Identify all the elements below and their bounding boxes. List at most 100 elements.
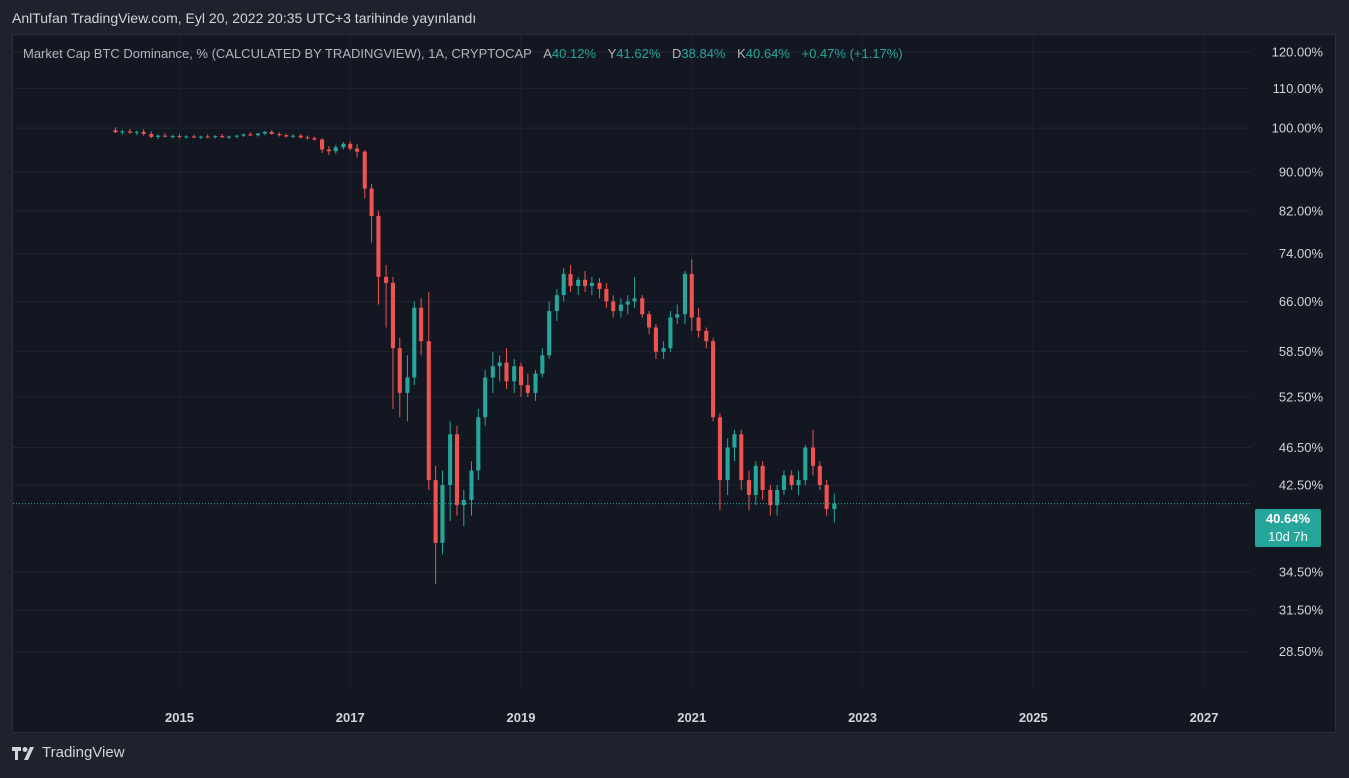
y-tick-label: 58.50%: [1279, 344, 1324, 359]
candle-body: [454, 434, 460, 506]
candle-body: [305, 137, 310, 139]
close-label: K: [737, 46, 746, 61]
candle-body: [589, 282, 594, 286]
candle-body: [234, 135, 239, 137]
candle-body: [405, 377, 410, 393]
footer-branding[interactable]: TradingView: [12, 744, 125, 761]
candle-body: [284, 135, 289, 137]
candle-body: [604, 288, 609, 302]
candle-body: [832, 503, 837, 510]
y-tick-label: 120.00%: [1272, 45, 1324, 60]
symbol-description[interactable]: Market Cap BTC Dominance, % (CALCULATED …: [23, 46, 532, 61]
candle-body: [533, 373, 538, 393]
candle-body: [653, 327, 658, 352]
low-label: D: [672, 46, 682, 61]
x-tick-label: 2017: [336, 710, 365, 725]
candle-body: [568, 273, 573, 286]
candle-body: [290, 135, 296, 137]
candle-body: [739, 434, 744, 481]
candle-body: [426, 341, 431, 481]
candle-body: [277, 133, 282, 136]
candle-body: [625, 301, 630, 305]
y-tick-label: 34.50%: [1279, 565, 1324, 580]
candle-body: [554, 295, 559, 311]
candle-body: [461, 500, 466, 506]
brand-name: TradingView: [42, 744, 125, 761]
x-tick-label: 2015: [165, 710, 194, 725]
candle-body: [781, 475, 787, 490]
candle-body: [490, 366, 495, 378]
candle-body: [226, 136, 232, 138]
candle-body: [113, 130, 118, 133]
candle-body: [162, 135, 168, 137]
candle-body: [518, 366, 524, 386]
candlestick-chart[interactable]: 120.00% 110.00% 100.00% 90.00% 82.00% 74.00% 6…: [13, 35, 1335, 732]
chart-legend: Market Cap BTC Dominance, % (CALCULATED …: [23, 46, 903, 61]
candle-body: [149, 133, 154, 137]
candle-body: [597, 282, 602, 289]
y-tick-label: 110.00%: [1273, 81, 1324, 96]
candle-body: [412, 307, 417, 378]
published-line: AnlTufan TradingView.com, Eyl 20, 2022 2…: [12, 10, 477, 26]
candle-body: [198, 136, 203, 138]
candle-body: [348, 143, 353, 149]
y-tick-label: 42.50%: [1279, 478, 1324, 493]
candle-body: [682, 273, 687, 315]
candle-body: [803, 447, 808, 481]
candle-body: [717, 417, 722, 481]
candle-body: [810, 447, 816, 466]
candle-body: [384, 276, 389, 283]
y-tick-label: 52.50%: [1279, 389, 1324, 404]
candle-body: [320, 139, 325, 150]
y-tick-label: 90.00%: [1279, 165, 1324, 180]
candle-body: [753, 465, 758, 495]
candle-body: [419, 307, 424, 342]
candle-body: [177, 136, 182, 138]
last-price-badge: 40.64% 10d 7h: [1255, 509, 1321, 547]
candle-body: [675, 314, 680, 318]
candle-body: [469, 470, 474, 501]
open-value: 40.12%: [551, 46, 596, 61]
y-tick-label: 28.50%: [1279, 644, 1324, 659]
candle-body: [711, 341, 716, 418]
candle-body: [704, 330, 709, 342]
candle-body: [824, 485, 829, 510]
candle-body: [127, 131, 133, 133]
candle-body: [611, 301, 616, 311]
candle-body: [576, 279, 581, 286]
candle-body: [184, 136, 189, 138]
candle-body: [732, 434, 737, 448]
x-tick-label: 2025: [1019, 710, 1048, 725]
candle-body: [213, 136, 218, 138]
candle-body: [483, 377, 488, 418]
candle-body: [376, 215, 381, 277]
candle-body: [355, 148, 360, 152]
candle-body: [746, 480, 752, 495]
candle-body: [341, 143, 346, 148]
candle-body: [448, 434, 453, 486]
candle-body: [362, 151, 367, 189]
candle-body: [668, 317, 673, 349]
candle-body: [141, 131, 146, 134]
candle-body: [476, 417, 481, 471]
open-label: A: [543, 46, 552, 61]
last-price-value: 40.64%: [1265, 511, 1311, 526]
candle-body: [547, 310, 552, 356]
x-tick-label: 2019: [507, 710, 536, 725]
candle-body: [156, 135, 161, 137]
candle-body: [262, 131, 267, 134]
candle-body: [618, 304, 623, 311]
candle-body: [760, 465, 765, 490]
candle-body: [312, 138, 317, 140]
candle-body: [525, 385, 530, 393]
candle-body: [333, 147, 338, 152]
candle-body: [205, 136, 210, 138]
chart-panel[interactable]: 120.00% 110.00% 100.00% 90.00% 82.00% 74.00% 6…: [12, 34, 1336, 733]
candle-body: [504, 362, 509, 382]
x-tick-label: 2027: [1190, 710, 1219, 725]
high-label: Y: [607, 46, 617, 61]
candle-body: [640, 298, 645, 315]
bar-countdown: 10d 7h: [1268, 529, 1308, 544]
y-tick-label: 46.50%: [1279, 440, 1324, 455]
candle-body: [497, 362, 502, 367]
